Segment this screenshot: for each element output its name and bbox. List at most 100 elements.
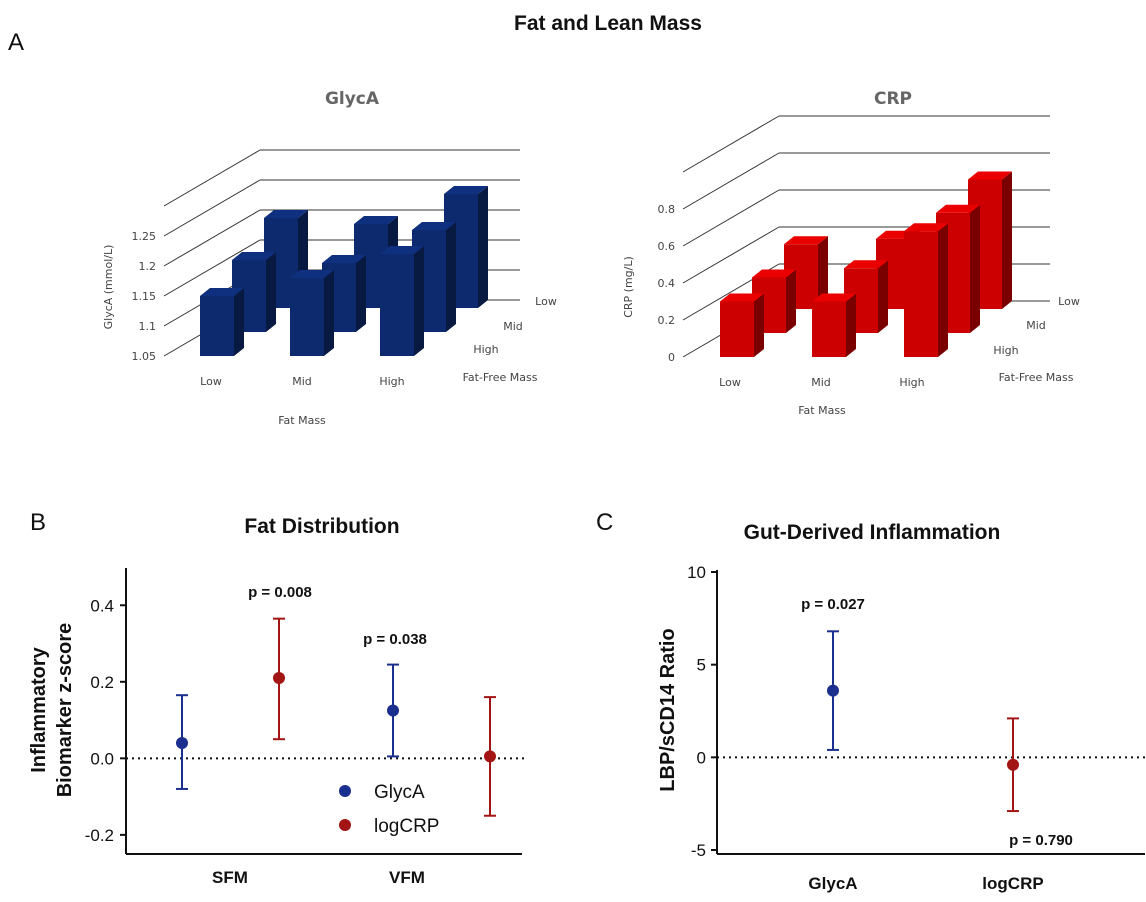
fatdist-ylabel-line2: Biomarker z-score (54, 623, 76, 798)
gut-inflammation-chart: Gut-Derived Inflammation LBP/sCD14 Ratio… (657, 521, 1145, 893)
glyca-3d-ztick-high: High (473, 343, 498, 356)
glyca3d-bar-side-high-0 (234, 288, 244, 356)
glyca-3d-xtick-low: Low (200, 375, 222, 388)
glyca3d-bar-top-mid-2 (412, 222, 456, 230)
glyca3d-ytick-3: 1.2 (139, 260, 157, 273)
gut-ytick-label-3: -5 (691, 841, 706, 860)
legend-logcrp-label: logCRP (374, 816, 439, 837)
crp3d-bar-top-mid-1 (844, 260, 888, 269)
crp3d-bar-top-low-2 (968, 171, 1012, 180)
glyca-3d-xtick-high: High (379, 375, 404, 388)
glyca3d-ytick-2: 1.15 (132, 290, 157, 303)
crp3d-bar-side-low-0 (818, 236, 828, 309)
glyca3d-bar-side-mid-0 (266, 252, 276, 332)
fatdist-ytick-label-1: 0.2 (90, 673, 114, 692)
gut-ytick-label-1: 5 (697, 656, 706, 675)
glyca3d-bar-front-high-1 (290, 278, 324, 356)
crp-3d-zlabel: Fat-Free Mass (999, 371, 1074, 384)
figure-title: Fat and Lean Mass (514, 12, 702, 35)
fatdist-pvalue-vfm: p = 0.038 (363, 631, 427, 648)
crp-3d-xtick-low: Low (719, 376, 741, 389)
fatdist-logcrp-vfm-point (484, 750, 496, 763)
panel-letter-b: B (30, 509, 46, 536)
crp3d-bar-top-high-2 (904, 223, 948, 232)
fatdist-xtick-vfm: VFM (389, 868, 425, 887)
glyca3d-bar-top-low-1 (354, 216, 398, 224)
glyca-3d-xlabel: Fat Mass (278, 414, 326, 427)
glyca3d-grid-diag-top (163, 149, 261, 207)
fatdist-pvalue-sfm: p = 0.008 (248, 584, 312, 601)
fat-distribution-chart: Fat Distribution Inflammatory Biomarker … (28, 515, 524, 887)
crp3d-bar-side-high-2 (938, 223, 948, 357)
crp-3d-xtick-mid: Mid (811, 376, 831, 389)
crp-3d-ylabel: CRP (mg/L) (622, 256, 635, 318)
glyca3d-grid-diag-3 (163, 209, 261, 267)
glyca-3d-yticks: 1.05 1.1 1.15 1.2 1.25 (132, 230, 157, 363)
legend-glyca-label: GlycA (374, 782, 425, 803)
gut-yticks: 10 5 0 -5 (687, 563, 717, 860)
glyca3d-bar-top-high-2 (380, 246, 424, 254)
crp3d-bar-top-low-0 (784, 236, 828, 245)
crp3d-bar-side-mid-0 (786, 269, 796, 333)
fatdist-ytick-label-3: -0.2 (85, 826, 114, 845)
fatdist-ytick-label-0: 0.4 (90, 596, 114, 615)
gut-title: Gut-Derived Inflammation (744, 521, 1001, 544)
legend-logcrp-marker (339, 819, 351, 831)
crp3d-grid-diag-3 (682, 189, 780, 247)
glyca3d-ytick-1: 1.1 (139, 320, 157, 333)
crp3d-bar-side-high-0 (754, 293, 764, 357)
crp3d-bar-top-high-1 (812, 293, 856, 302)
crp3d-bar-top-mid-2 (936, 204, 980, 213)
glyca3d-bar-side-high-2 (414, 246, 424, 356)
gut-xtick-glyca: GlycA (808, 874, 857, 893)
glyca-3d-ztick-mid: Mid (503, 320, 523, 333)
fatdist-logcrp-sfm-point (273, 671, 285, 684)
fatdist-title: Fat Distribution (244, 515, 399, 538)
crp-3d-chart: CRP 0 0.2 0.4 0.6 0.8 CRP (mg/L) Low Mid Hig… (622, 89, 1080, 417)
fatdist-ylabel-line1: Inflammatory (28, 646, 50, 772)
gut-pvalue-glyca: p = 0.027 (801, 596, 865, 613)
fatdist-points (176, 617, 496, 817)
glyca-3d-zlabel: Fat-Free Mass (463, 371, 538, 384)
glyca3d-bar-side-mid-2 (446, 222, 456, 332)
gut-ytick-label-2: 0 (697, 748, 706, 767)
gut-glyca-point (827, 684, 839, 697)
crp-3d-bars (720, 171, 1012, 357)
glyca-3d-chart: GlycA 1.051.11.151.21.25 GlycA (mmol/L) … (102, 89, 557, 427)
glyca-3d-ylabel: GlycA (mmol/L) (102, 245, 115, 330)
glyca-3d-xtick-mid: Mid (292, 375, 312, 388)
glyca3d-bar-front-high-2 (380, 254, 414, 356)
gut-points (827, 630, 1019, 813)
glyca-3d-bars (200, 186, 488, 356)
glyca3d-grid-diag-4 (163, 179, 261, 237)
glyca3d-grid-diag-2 (163, 239, 261, 297)
gut-logcrp-point (1007, 758, 1019, 771)
crp-3d-ztick-high: High (993, 344, 1018, 357)
glyca3d-bar-front-high-0 (200, 296, 234, 356)
glyca3d-bar-top-high-1 (290, 270, 334, 278)
gut-ylabel: LBP/sCD14 Ratio (657, 628, 679, 791)
glyca3d-ytick-0: 1.05 (132, 350, 157, 363)
glyca-3d-ztick-low: Low (535, 295, 557, 308)
crp3d-bar-side-high-1 (846, 293, 856, 357)
crp-3d-xlabel: Fat Mass (798, 404, 846, 417)
glyca3d-bar-top-low-2 (444, 186, 488, 194)
crp3d-bar-front-high-0 (720, 301, 754, 357)
crp3d-bar-front-high-1 (812, 301, 846, 357)
fatdist-glyca-vfm-point (387, 704, 399, 717)
fatdist-glyca-sfm-point (176, 737, 188, 750)
legend-glyca-marker (339, 785, 351, 797)
glyca3d-bar-top-low-0 (264, 210, 308, 218)
crp3d-grid-diag-4 (682, 152, 780, 210)
crp3d-ytick-1: 0.2 (658, 314, 676, 327)
fatdist-ytick-label-2: 0.0 (90, 749, 114, 768)
glyca-3d-title: GlycA (325, 89, 380, 109)
crp3d-bar-side-mid-1 (878, 260, 888, 333)
gut-xtick-logcrp: logCRP (982, 874, 1043, 893)
panel-letter-c: C (596, 509, 613, 536)
crp-3d-xtick-high: High (899, 376, 924, 389)
glyca3d-ytick-4: 1.25 (132, 230, 157, 243)
crp3d-bar-top-mid-0 (752, 269, 796, 278)
crp3d-bar-side-mid-2 (970, 204, 980, 333)
